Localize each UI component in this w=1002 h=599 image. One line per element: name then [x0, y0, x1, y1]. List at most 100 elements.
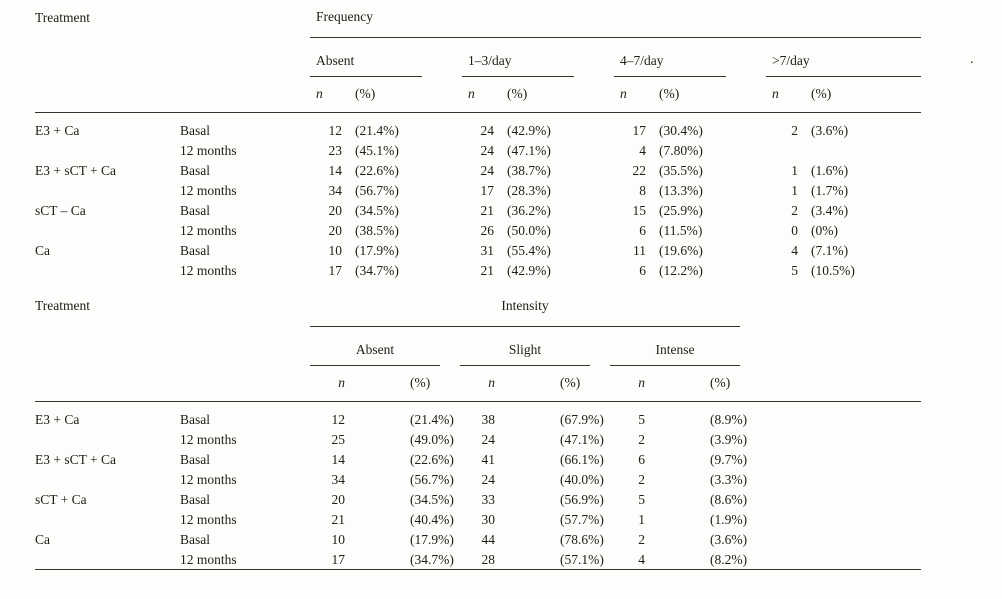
- cell-timepoint: 12 months: [180, 223, 237, 238]
- col-group-gt7-day: >7/day: [766, 37, 922, 77]
- column-gap: [422, 141, 462, 161]
- cell-n: 17: [480, 183, 495, 198]
- table-header-row: Absent Slight Intense: [35, 326, 921, 366]
- cell-n: 38: [481, 411, 496, 427]
- cell-n: 12: [331, 411, 346, 427]
- cell-treatment: E3 + sCT + Ca: [35, 451, 116, 467]
- cell-n: 28: [460, 549, 505, 570]
- cell-pct: (3.6%): [811, 123, 849, 138]
- n-header: n: [610, 365, 655, 402]
- cell-timepoint: Basal: [180, 203, 210, 218]
- column-gap: [726, 261, 766, 281]
- cell-n: 12: [328, 123, 343, 138]
- column-gap: [726, 161, 766, 181]
- n-header: n: [462, 76, 502, 113]
- cell-n: 44: [481, 531, 496, 547]
- table-row: 12 months 21 (40.4%) 30 (57.7%) 1 (1.9%): [35, 509, 921, 529]
- cell-n: 24: [480, 143, 495, 158]
- cell-n: 24: [480, 123, 495, 138]
- cell-n: 1: [791, 163, 798, 178]
- cell-pct: (3.9%): [710, 431, 748, 447]
- cell-pct: (10.5%): [811, 263, 855, 278]
- cell-treatment: [35, 509, 180, 529]
- cell-n: 24: [481, 471, 496, 487]
- cell-timepoint: 12 months: [180, 431, 237, 447]
- cell-treatment: Ca: [35, 531, 50, 547]
- cell-n: 2: [638, 431, 645, 447]
- cell-pct: (22.6%): [355, 163, 399, 178]
- column-gap: [422, 181, 462, 201]
- column-gap: [440, 365, 460, 402]
- column-gap: [422, 241, 462, 261]
- cell-pct: (1.9%): [710, 511, 748, 527]
- cell-timepoint: 12 months: [180, 549, 310, 570]
- treatment-column-header: Treatment: [35, 298, 90, 313]
- column-gap: [590, 549, 610, 570]
- column-gap: [726, 181, 766, 201]
- col-group-1-3-day: 1–3/day: [462, 37, 574, 77]
- cell-n: 4: [791, 243, 798, 258]
- cell-pct: (1.6%): [811, 163, 849, 178]
- cell-timepoint: 12 months: [180, 183, 237, 198]
- col-group-intense: Intense: [610, 326, 740, 366]
- n-header: n: [614, 76, 654, 113]
- cell-n: 10: [328, 243, 343, 258]
- cell-pct: (45.1%): [355, 143, 399, 158]
- cell-n: 4: [639, 143, 646, 158]
- table-row: 12 months 20 (38.5%) 26 (50.0%) 6 (11.5%…: [35, 221, 921, 241]
- column-gap: [726, 221, 766, 241]
- table-row: 12 months 34 (56.7%) 24 (40.0%) 2 (3.3%): [35, 469, 921, 489]
- cell-n: 30: [481, 511, 496, 527]
- cell-pct: (57.7%): [560, 511, 604, 527]
- intensity-group-title: Intensity: [310, 294, 740, 327]
- table-row: sCT – Ca Basal 20 (34.5%) 21 (36.2%) 15 …: [35, 201, 921, 221]
- column-gap: [726, 201, 766, 221]
- cell-pct: (35.5%): [659, 163, 703, 178]
- cell-n: 31: [480, 243, 495, 258]
- blank-cell: [740, 326, 921, 365]
- blank-cell: [740, 295, 921, 327]
- cell-pct: (49.0%): [410, 431, 454, 447]
- column-gap: [574, 181, 614, 201]
- blank-cell: [740, 449, 921, 469]
- cell-n: 22: [632, 163, 647, 178]
- column-gap: [726, 38, 766, 77]
- scan-artifact-dot: .: [970, 52, 974, 67]
- cell-treatment: [35, 549, 180, 570]
- cell-pct: (56.7%): [410, 471, 454, 487]
- cell-pct: (66.1%): [560, 451, 604, 467]
- table-row: E3 + sCT + Ca Basal 14 (22.6%) 41 (66.1%…: [35, 449, 921, 469]
- cell-pct: (3.6%): [710, 531, 748, 547]
- cell-timepoint: Basal: [180, 123, 210, 138]
- table-row: E3 + Ca Basal 12 (21.4%) 38 (67.9%) 5 (8…: [35, 401, 921, 429]
- cell-treatment: [35, 141, 180, 161]
- column-gap: [574, 113, 614, 141]
- blank-cell: [740, 509, 921, 529]
- cell-timepoint: Basal: [180, 411, 210, 427]
- cell-timepoint: 12 months: [180, 471, 237, 487]
- column-gap: [422, 113, 462, 141]
- cell-pct: (21.4%): [410, 411, 454, 427]
- cell-pct: (8.2%): [655, 549, 747, 570]
- cell-pct: (57.1%): [505, 549, 604, 570]
- table-row: sCT + Ca Basal 20 (34.5%) 33 (56.9%) 5 (…: [35, 489, 921, 509]
- column-gap: [574, 241, 614, 261]
- cell-pct: (0%): [811, 223, 838, 238]
- cell-n: 14: [328, 163, 343, 178]
- blank-cell: [740, 365, 921, 402]
- pct-header: (%): [502, 76, 574, 113]
- pct-header: (%): [655, 365, 740, 402]
- cell-n: 2: [638, 531, 645, 547]
- cell-pct: (17.9%): [410, 531, 454, 547]
- cell-n: 17: [310, 549, 355, 570]
- cell-pct: [806, 141, 921, 161]
- cell-pct: (3.4%): [811, 203, 849, 218]
- cell-n: 6: [638, 451, 645, 467]
- cell-pct: (9.7%): [710, 451, 748, 467]
- table-header-row: Treatment Intensity: [35, 294, 921, 327]
- pct-header: (%): [355, 365, 440, 402]
- cell-n: 34: [328, 183, 343, 198]
- cell-timepoint: 12 months: [180, 143, 237, 158]
- cell-treatment: Ca: [35, 243, 50, 258]
- cell-n: 24: [480, 163, 495, 178]
